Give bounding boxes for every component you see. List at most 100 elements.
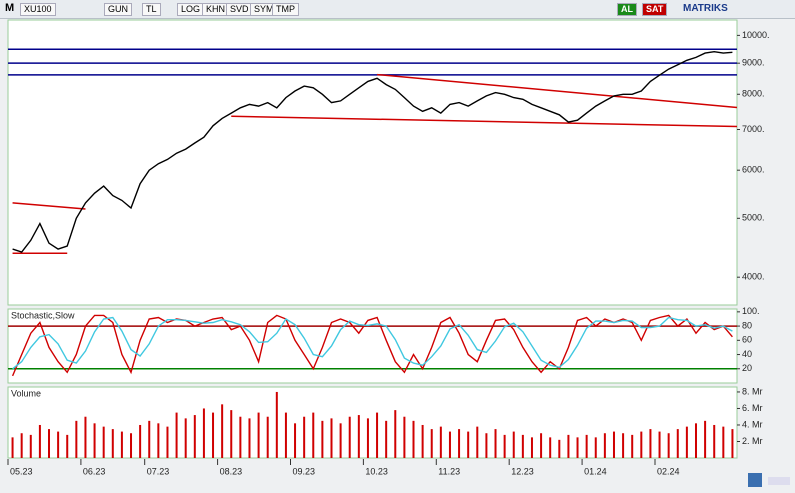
bar [521, 434, 524, 458]
bar [75, 420, 78, 458]
bar [20, 433, 23, 458]
bar [166, 426, 169, 458]
series-line [12, 316, 733, 370]
panel [7, 386, 738, 459]
bar [512, 431, 515, 458]
symbol[interactable]: XU100 [20, 3, 56, 16]
bar [239, 416, 242, 458]
y-tick-label: 60 [742, 335, 752, 345]
x-tick-label: 08.23 [220, 466, 243, 476]
bar [667, 433, 670, 458]
tool-button[interactable]: GUN [104, 3, 132, 16]
bar [366, 418, 369, 458]
bar [157, 423, 160, 458]
menu[interactable]: M [5, 2, 15, 14]
bar [57, 431, 60, 458]
bar [38, 424, 41, 458]
bar [84, 416, 87, 458]
bar [731, 429, 734, 458]
bar [649, 429, 652, 458]
bar [704, 420, 707, 458]
bar [294, 423, 297, 458]
bar [339, 423, 342, 458]
y-tick-label: 8. Mr [742, 386, 763, 396]
bar [713, 424, 716, 458]
bar [321, 420, 324, 458]
y-tick-label: 8000. [742, 89, 765, 99]
bar [212, 412, 215, 458]
y-tick-label: 4. Mr [742, 419, 763, 429]
bar [221, 404, 224, 458]
bar [467, 431, 470, 458]
bar [284, 412, 287, 458]
tool-button[interactable]: TMP [272, 3, 299, 16]
tool-button[interactable]: SVD [226, 3, 253, 16]
bar [448, 431, 451, 458]
bar [612, 431, 615, 458]
x-tick-label: 09.23 [292, 466, 315, 476]
brand: MATRIKS [683, 3, 728, 14]
bar [530, 437, 533, 458]
bar [503, 434, 506, 458]
y-tick-label: 4000. [742, 272, 765, 282]
bar [93, 423, 96, 458]
x-tick-label: 05.23 [10, 466, 33, 476]
bar [357, 415, 360, 458]
bar [485, 433, 488, 458]
tool-button[interactable]: TL [142, 3, 161, 16]
y-tick-label: 20 [742, 363, 752, 373]
bar [184, 418, 187, 458]
bar [248, 418, 251, 458]
bar [66, 434, 69, 458]
panel-title: Volume [11, 388, 41, 398]
x-tick-label: 07.23 [147, 466, 170, 476]
y-tick-label: 9000. [742, 58, 765, 68]
panel [7, 19, 738, 306]
panel-title: Stochastic,Slow [11, 310, 75, 320]
bar [622, 433, 625, 458]
sell-button[interactable]: SAT [642, 3, 668, 16]
bar [120, 431, 123, 458]
bar [394, 410, 397, 458]
bar [640, 431, 643, 458]
trend-line [231, 115, 738, 128]
tool-button[interactable]: KHN [202, 3, 230, 16]
bar [494, 429, 497, 458]
bar [412, 420, 415, 458]
scroll-buttons[interactable] [768, 477, 790, 485]
buy-button[interactable]: AL [617, 3, 637, 16]
bar [257, 412, 260, 458]
bar [312, 412, 315, 458]
bar [685, 426, 688, 458]
bar [549, 437, 552, 458]
bar [230, 410, 233, 458]
bar [585, 434, 588, 458]
bar [458, 429, 461, 458]
toolbar: M XU100 GUN TL LOG KHN SVD SYM TMP AL SA… [0, 0, 795, 19]
bar [193, 415, 196, 458]
bar [558, 439, 561, 458]
bar [202, 408, 205, 458]
refresh-button[interactable] [748, 473, 762, 487]
bar [139, 424, 142, 458]
bar [439, 426, 442, 458]
bar [421, 424, 424, 458]
bar [130, 433, 133, 458]
y-tick-label: 10000. [742, 30, 770, 40]
bar [603, 433, 606, 458]
bar [48, 429, 51, 458]
bar [403, 416, 406, 458]
bar [722, 426, 725, 458]
y-tick-label: 100. [742, 306, 760, 316]
bar [376, 412, 379, 458]
bar [148, 420, 151, 458]
series-line [12, 50, 733, 253]
tool-button[interactable]: LOG [177, 3, 205, 16]
bar [175, 412, 178, 458]
trend-line [12, 202, 86, 210]
y-tick-label: 6. Mr [742, 403, 763, 413]
bar [330, 418, 333, 458]
x-tick-label: 10.23 [365, 466, 388, 476]
y-tick-label: 7000. [742, 124, 765, 134]
